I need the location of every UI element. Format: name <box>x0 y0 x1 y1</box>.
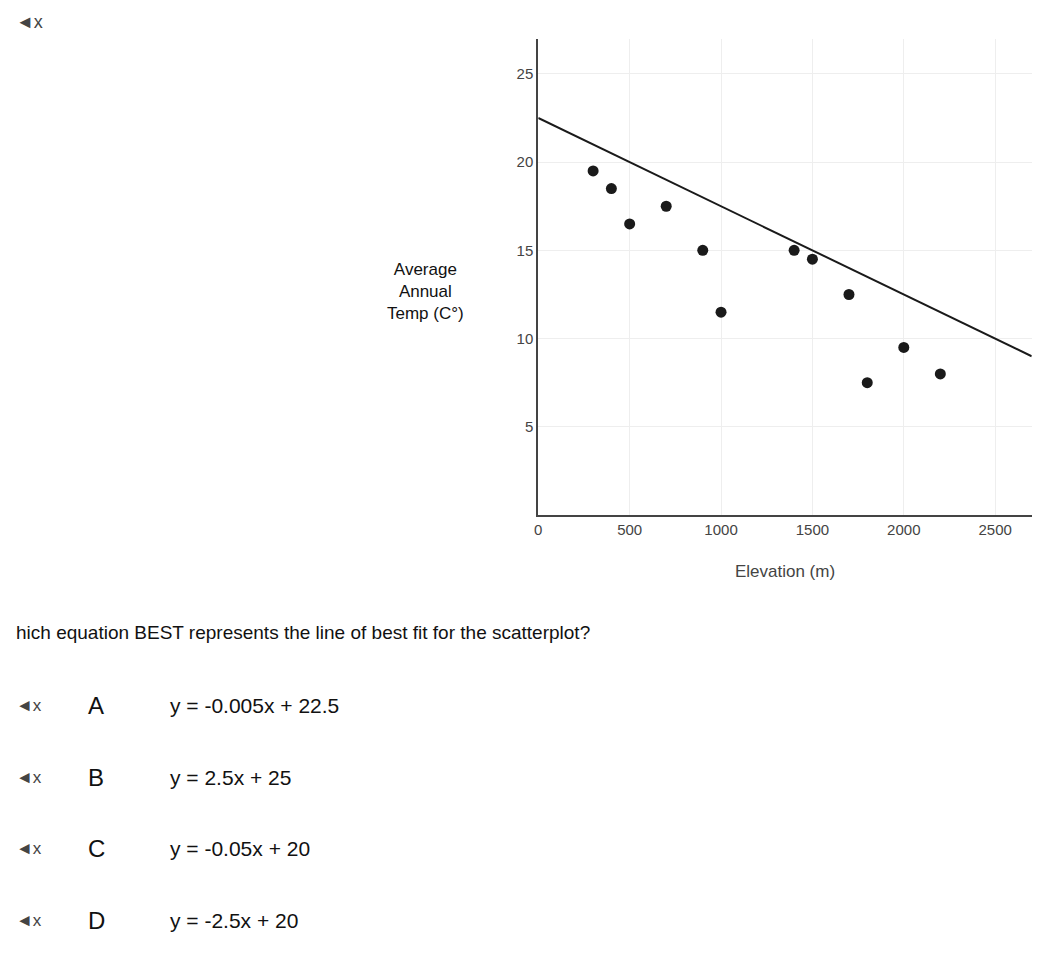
svg-text:B: B <box>88 764 104 791</box>
svg-text:C: C <box>88 835 105 862</box>
svg-text:10: 10 <box>517 330 534 347</box>
svg-text:◄x: ◄x <box>16 768 42 787</box>
svg-text:2000: 2000 <box>887 521 920 538</box>
svg-text:y = 2.5x + 25: y = 2.5x + 25 <box>170 766 291 789</box>
svg-text:y = -0.005x + 22.5: y = -0.005x + 22.5 <box>170 694 339 717</box>
svg-text:5: 5 <box>525 418 533 435</box>
svg-text:500: 500 <box>617 521 642 538</box>
svg-text:y = -0.05x + 20: y = -0.05x + 20 <box>170 837 310 860</box>
svg-text:◄x: ◄x <box>16 839 42 858</box>
svg-text:1000: 1000 <box>704 521 737 538</box>
svg-text:A: A <box>88 692 104 719</box>
svg-text:1500: 1500 <box>796 521 829 538</box>
svg-text:hich equation BEST represents: hich equation BEST represents the line o… <box>16 622 590 643</box>
svg-text:Elevation (m): Elevation (m) <box>735 562 835 581</box>
svg-text:2500: 2500 <box>978 521 1011 538</box>
svg-text:◄x: ◄x <box>16 12 43 32</box>
svg-text:◄x: ◄x <box>16 911 42 930</box>
svg-text:0: 0 <box>534 521 542 538</box>
svg-text:15: 15 <box>517 242 534 259</box>
svg-text:◄x: ◄x <box>16 696 42 715</box>
svg-text:D: D <box>88 907 105 934</box>
svg-text:y = -2.5x + 20: y = -2.5x + 20 <box>170 909 298 932</box>
svg-text:AverageAnnualTemp (C°): AverageAnnualTemp (C°) <box>387 260 464 323</box>
svg-text:25: 25 <box>517 65 534 82</box>
svg-text:20: 20 <box>517 153 534 170</box>
